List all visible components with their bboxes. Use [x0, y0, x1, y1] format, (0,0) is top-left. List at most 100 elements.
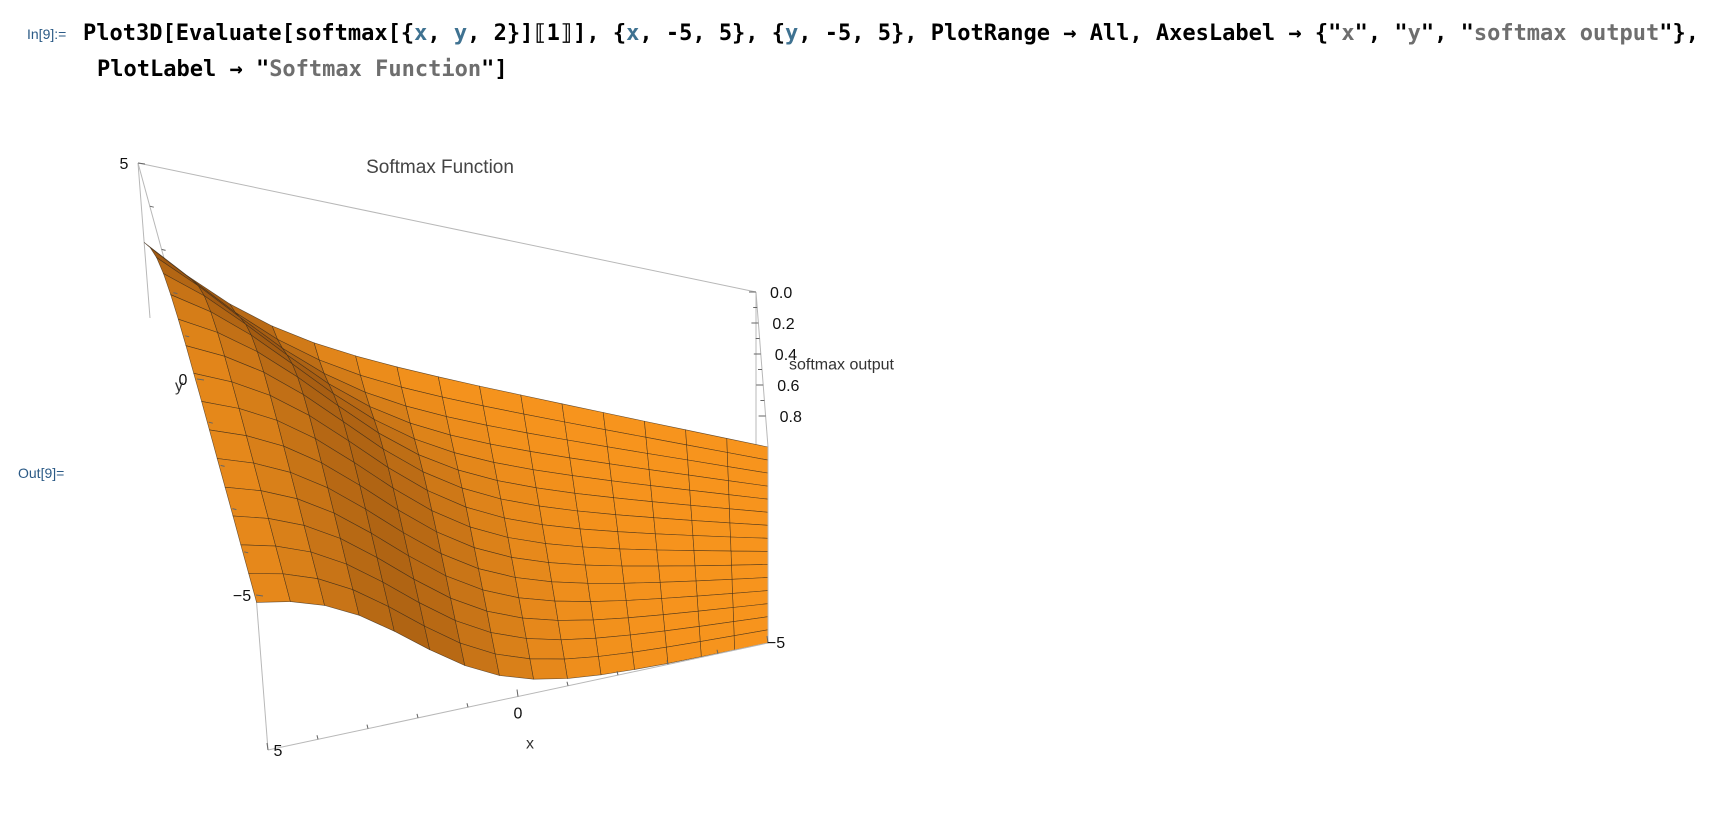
surface-patch [693, 550, 732, 567]
surface-patch [615, 514, 656, 535]
x-tick-label: 0 [514, 706, 523, 723]
x-tick [716, 649, 719, 654]
y-tick [255, 594, 264, 597]
output-cell-label: Out[9]= [18, 465, 65, 481]
y-tick [196, 378, 205, 381]
surface-patch [579, 528, 621, 550]
y-tick [185, 335, 190, 338]
code-token: y [1407, 21, 1421, 46]
code-token: "}, [1659, 21, 1700, 46]
surface-patch [554, 600, 594, 621]
surface-patch [658, 565, 697, 583]
x-axis-label: x [526, 736, 534, 753]
surface-patch [623, 581, 662, 601]
surface-patch [518, 597, 559, 621]
code-line-2[interactable]: PlotLabel → "Softmax Function"] [97, 52, 508, 88]
x-tick [766, 635, 769, 644]
surface-patch [654, 533, 695, 551]
x-tick [666, 660, 669, 665]
surface-patch [525, 638, 565, 660]
surface-patch [692, 535, 732, 552]
input-cell-label: In[9]:= [27, 26, 67, 42]
x-tick [616, 670, 619, 676]
code-token: , -5, 5}, PlotRange → All, AxesLabel → {… [798, 21, 1342, 46]
surface-patch [551, 581, 591, 602]
code-token: x [414, 21, 428, 46]
x-tick-label: −5 [767, 635, 785, 652]
surface-patch [729, 522, 769, 539]
y-tick [161, 248, 166, 251]
y-tick [173, 292, 178, 295]
surface-patch [590, 600, 629, 621]
y-tick-label: 5 [120, 156, 129, 173]
surface-patch [598, 651, 635, 676]
surface-patch [529, 658, 568, 680]
z-axis-label: softmax output [789, 357, 895, 374]
code-token: , -5, 5}, { [639, 21, 786, 46]
axis-ticks: −5 0 5 −5 0 5 0.0 0.2 0.4 0.6 0.8 [120, 156, 802, 760]
x-tick [566, 681, 569, 686]
z-tick-label: 0.4 [775, 347, 797, 364]
surface-patch [563, 656, 602, 679]
surface-patch [659, 580, 698, 599]
surface-patch [522, 617, 562, 641]
surface-patch [691, 520, 731, 538]
y-tick-label: −5 [233, 588, 251, 605]
x-tick [266, 742, 269, 751]
surface-patch [694, 564, 733, 582]
code-token: ", " [1420, 21, 1474, 46]
surface-patch [560, 637, 599, 660]
y-tick [244, 551, 249, 554]
plot-title: Softmax Function [366, 157, 514, 178]
z-tick-label: 0.2 [772, 316, 794, 333]
surface-patch [557, 619, 597, 641]
box-edge [255, 594, 269, 751]
y-tick [232, 508, 237, 511]
z-tick-label: 0.0 [770, 285, 792, 302]
surface-patch [619, 548, 659, 567]
surface-patch [617, 531, 658, 551]
code-token: y [453, 21, 468, 46]
y-tick [208, 421, 213, 424]
y-axis-label: y [175, 378, 183, 395]
box-edge [137, 162, 757, 293]
x-tick [466, 703, 469, 708]
x-tick [366, 724, 369, 729]
surface-mesh [143, 242, 769, 680]
code-token: softmax output [1473, 21, 1660, 46]
code-token: x [626, 21, 640, 46]
code-token: , [427, 21, 454, 46]
y-tick [137, 162, 146, 165]
y-tick [149, 205, 154, 208]
surface-patch [592, 617, 631, 639]
surface-patch [730, 536, 769, 552]
code-token: x [1341, 21, 1355, 46]
axis-labels: x y softmax output [175, 357, 895, 753]
surface-patch [577, 510, 619, 533]
code-token: Softmax Function [269, 57, 482, 82]
code-token: Plot3D[Evaluate[softmax[{ [83, 21, 415, 46]
y-tick [220, 464, 225, 467]
surface-patch [730, 550, 769, 566]
surface-patch [653, 517, 694, 536]
code-token: "] [481, 57, 508, 82]
y-tick-label: 0 [179, 372, 188, 389]
code-token: ", " [1354, 21, 1408, 46]
code-token: y [785, 21, 799, 46]
box-edge [137, 162, 151, 319]
x-tick [516, 689, 519, 697]
code-token: , 2}]⟦1⟧], { [467, 21, 627, 46]
surface-patch [584, 564, 625, 584]
x-tick-label: 5 [274, 743, 283, 760]
x-tick [316, 735, 319, 740]
code-token: PlotLabel → " [97, 57, 270, 82]
surface-patch [582, 546, 623, 567]
surface-patch [731, 564, 769, 580]
surface-patch [656, 549, 696, 567]
surface-patch [545, 543, 586, 566]
x-tick [416, 713, 419, 719]
z-tick-label: 0.6 [777, 378, 799, 395]
code-line-1[interactable]: Plot3D[Evaluate[softmax[{x, y, 2}]⟦1⟧], … [83, 16, 1699, 52]
surface-patch [548, 562, 589, 584]
